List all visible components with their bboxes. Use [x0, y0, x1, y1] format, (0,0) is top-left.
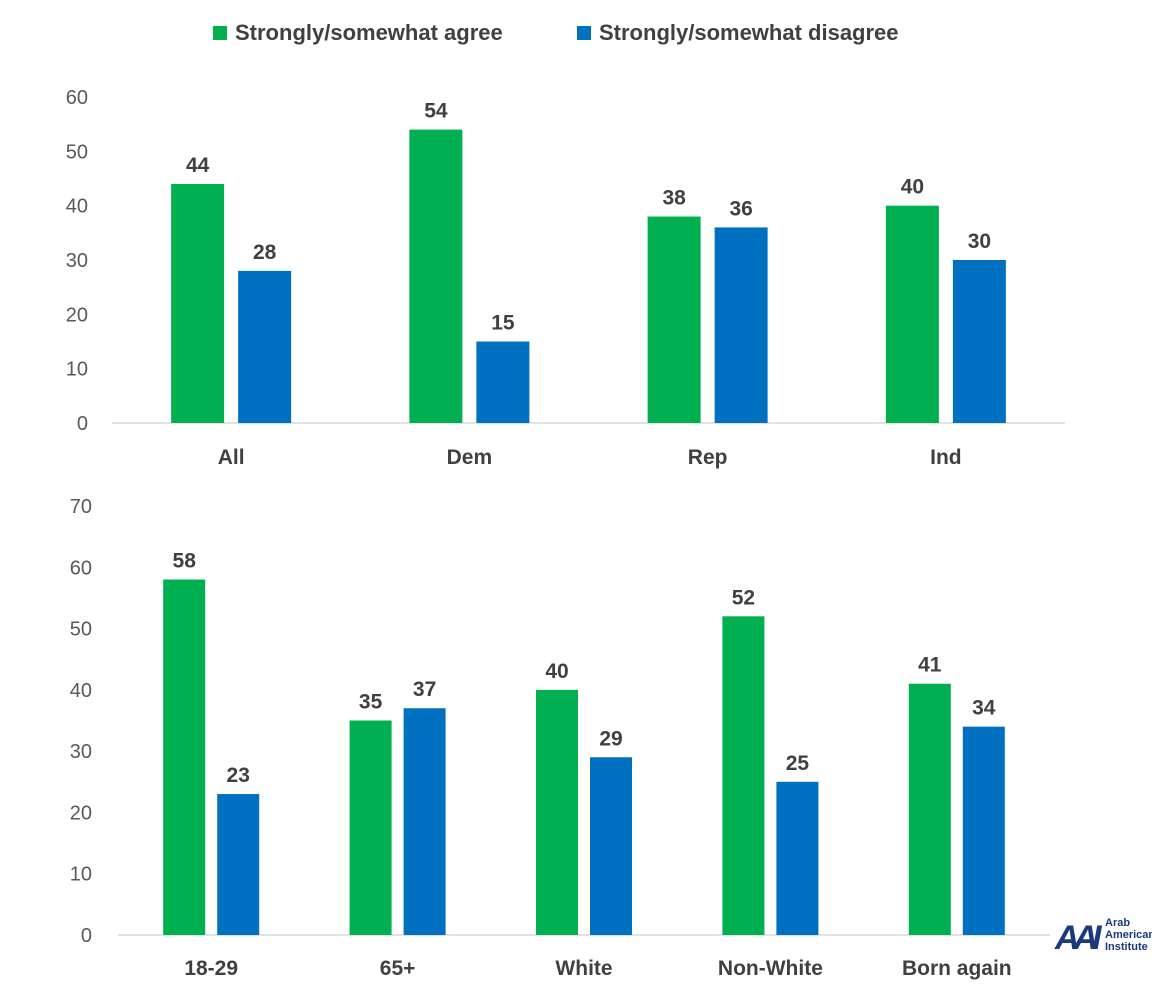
y-tick-label: 20	[66, 304, 88, 326]
aai-logo-line-3: Institute	[1105, 941, 1148, 953]
data-label-disagree: 15	[491, 312, 515, 335]
data-label-agree: 38	[662, 187, 686, 210]
category-label: All	[218, 446, 245, 469]
data-label-disagree: 37	[413, 678, 436, 701]
legend-label-agree: Strongly/somewhat agree	[235, 20, 503, 45]
bar-agree	[908, 683, 951, 935]
bar-disagree	[217, 794, 260, 935]
data-label-agree: 40	[901, 176, 924, 199]
data-label-agree: 54	[424, 100, 448, 123]
data-label-disagree: 23	[227, 764, 250, 787]
category-label: Born again	[902, 957, 1012, 980]
legend-item-disagree: Strongly/somewhat disagree	[577, 20, 899, 46]
bar-agree	[536, 689, 578, 935]
y-tick-label: 10	[70, 864, 92, 886]
data-label-disagree: 34	[972, 697, 996, 720]
y-tick-label: 20	[70, 802, 92, 824]
legend-item-agree: Strongly/somewhat agree	[213, 20, 503, 46]
category-label: Dem	[447, 446, 493, 469]
y-tick-label: 50	[70, 619, 92, 641]
data-label-disagree: 30	[968, 230, 991, 253]
data-label-agree: 52	[732, 586, 755, 609]
data-label-agree: 58	[173, 550, 197, 573]
data-label-disagree: 28	[253, 241, 277, 264]
bar-disagree	[590, 757, 632, 935]
y-tick-label: 70	[70, 496, 92, 518]
aai-logo-line-2: American	[1105, 929, 1152, 941]
data-label-agree: 44	[186, 154, 210, 177]
bar-disagree	[714, 227, 768, 423]
bar-agree	[885, 205, 939, 423]
bar-disagree	[238, 270, 292, 423]
bar-disagree	[776, 781, 819, 935]
data-label-disagree: 36	[729, 197, 752, 220]
category-label: Ind	[930, 446, 962, 469]
y-tick-label: 0	[77, 413, 88, 435]
legend-label-disagree: Strongly/somewhat disagree	[599, 20, 899, 45]
y-tick-label: 50	[66, 141, 88, 163]
y-tick-label: 40	[70, 680, 92, 702]
y-tick-label: 60	[66, 87, 88, 109]
y-tick-label: 60	[70, 557, 92, 579]
aai-logo: AAI Arab American Institute	[1055, 917, 1152, 961]
y-tick-label: 40	[66, 196, 88, 218]
legend-swatch-disagree	[577, 26, 591, 40]
bar-agree	[171, 183, 225, 423]
bar-disagree	[962, 726, 1005, 935]
aai-logo-mark: AAI	[1055, 919, 1101, 957]
bar-agree	[163, 579, 206, 935]
aai-logo-line-1: Arab	[1105, 917, 1131, 929]
y-tick-label: 30	[66, 250, 88, 272]
category-label: 65+	[380, 957, 416, 980]
category-label: Non-White	[718, 957, 823, 980]
bar-disagree	[403, 708, 446, 935]
bar-disagree	[952, 260, 1006, 423]
legend-swatch-agree	[213, 26, 227, 40]
y-tick-label: 30	[70, 741, 92, 763]
y-tick-label: 10	[66, 359, 88, 381]
bar-agree	[647, 216, 701, 423]
data-label-agree: 41	[918, 654, 942, 677]
bar-agree	[349, 720, 392, 935]
bar-agree	[722, 616, 765, 935]
category-label: White	[555, 957, 612, 980]
data-label-agree: 40	[545, 660, 568, 683]
aai-logo-text: Arab American Institute	[1105, 917, 1152, 953]
bar-disagree	[476, 341, 530, 423]
data-label-agree: 35	[359, 691, 383, 714]
y-tick-label: 0	[81, 925, 92, 947]
data-label-disagree: 29	[599, 727, 622, 750]
data-label-disagree: 25	[786, 752, 810, 775]
category-label: 18-29	[184, 957, 238, 980]
bar-agree	[409, 129, 463, 423]
category-label: Rep	[688, 446, 728, 469]
